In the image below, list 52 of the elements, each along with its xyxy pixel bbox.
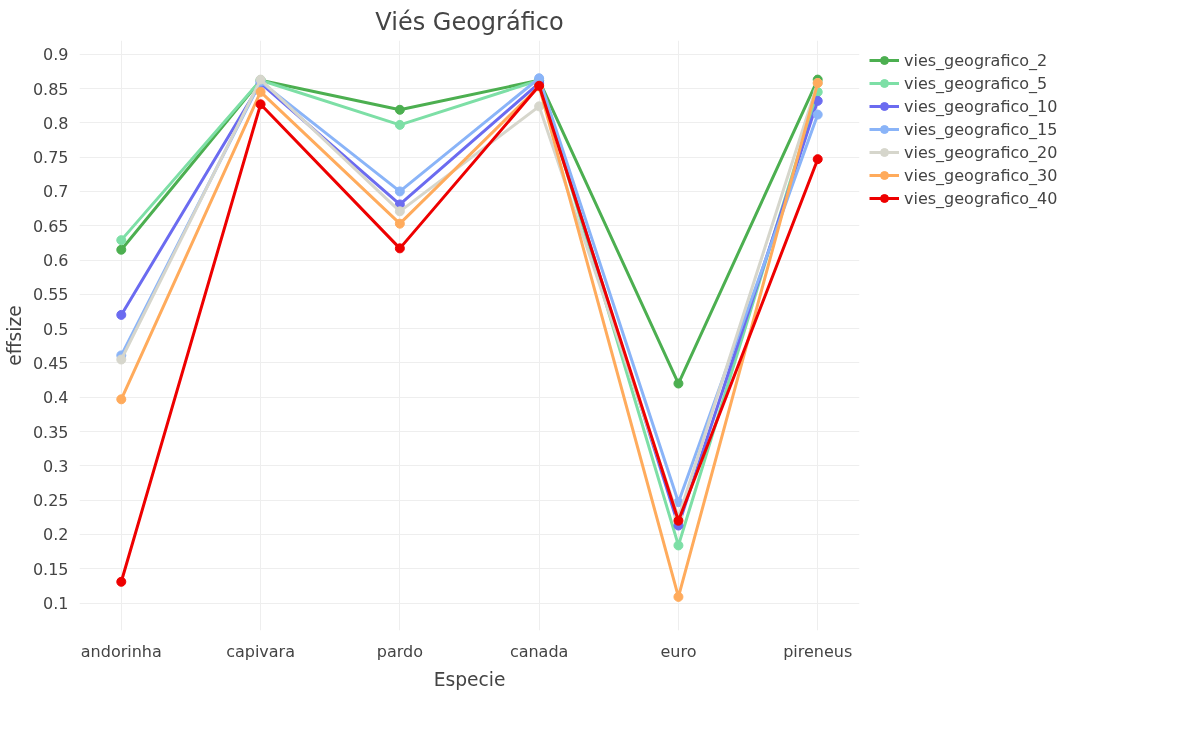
point bbox=[394, 218, 405, 229]
point bbox=[394, 186, 405, 197]
y-tick-label: 0.15 bbox=[32, 559, 69, 579]
point bbox=[116, 244, 127, 255]
point bbox=[394, 119, 405, 130]
x-axis-title: Especie bbox=[433, 668, 506, 690]
point bbox=[812, 154, 823, 165]
legend-label: vies_geografico_15 bbox=[904, 119, 1058, 139]
legend-label: vies_geografico_30 bbox=[904, 165, 1058, 185]
y-tick-label: 0.75 bbox=[32, 148, 69, 168]
x-tick-label: pireneus bbox=[783, 641, 853, 661]
y-tick-label: 0.5 bbox=[43, 319, 69, 339]
point bbox=[116, 235, 127, 246]
x-tick-label: euro bbox=[660, 641, 697, 661]
legend-label: vies_geografico_40 bbox=[904, 188, 1058, 208]
chart-title: Viés Geográfico bbox=[375, 7, 564, 36]
y-tick-label: 0.1 bbox=[43, 594, 69, 614]
point bbox=[394, 243, 405, 254]
y-tick-label: 0.6 bbox=[43, 251, 69, 271]
x-tick-label: pardo bbox=[376, 641, 423, 661]
y-tick-label: 0.55 bbox=[32, 285, 69, 305]
point bbox=[255, 99, 266, 110]
x-tick-label: andorinha bbox=[80, 641, 162, 661]
y-tick-label: 0.9 bbox=[43, 45, 69, 65]
point bbox=[812, 109, 823, 120]
y-tick-label: 0.4 bbox=[43, 388, 69, 408]
legend-label: vies_geografico_20 bbox=[904, 142, 1058, 162]
y-tick-label: 0.2 bbox=[43, 525, 69, 545]
point bbox=[673, 378, 684, 389]
point bbox=[255, 86, 266, 97]
y-tick-label: 0.25 bbox=[32, 491, 69, 511]
y-tick-label: 0.65 bbox=[32, 216, 69, 236]
y-tick-label: 0.35 bbox=[32, 422, 69, 442]
y-tick-label: 0.7 bbox=[43, 182, 69, 202]
x-tick-label: canada bbox=[509, 641, 569, 661]
legend-label: vies_geografico_2 bbox=[904, 50, 1048, 70]
point bbox=[116, 309, 127, 320]
legend-label: vies_geografico_10 bbox=[904, 96, 1058, 116]
point bbox=[394, 206, 405, 217]
y-tick-label: 0.85 bbox=[32, 79, 69, 99]
y-axis-title: effsize bbox=[3, 305, 25, 366]
point bbox=[116, 354, 127, 365]
point bbox=[534, 101, 545, 112]
y-tick-label: 0.8 bbox=[43, 113, 69, 133]
legend-label: vies_geografico_5 bbox=[904, 73, 1048, 93]
y-tick-label: 0.45 bbox=[32, 353, 69, 373]
point bbox=[673, 540, 684, 551]
point bbox=[116, 394, 127, 405]
point bbox=[394, 104, 405, 115]
y-tick-label: 0.3 bbox=[43, 456, 69, 476]
x-tick-label: capivara bbox=[226, 641, 295, 661]
point bbox=[116, 576, 127, 587]
